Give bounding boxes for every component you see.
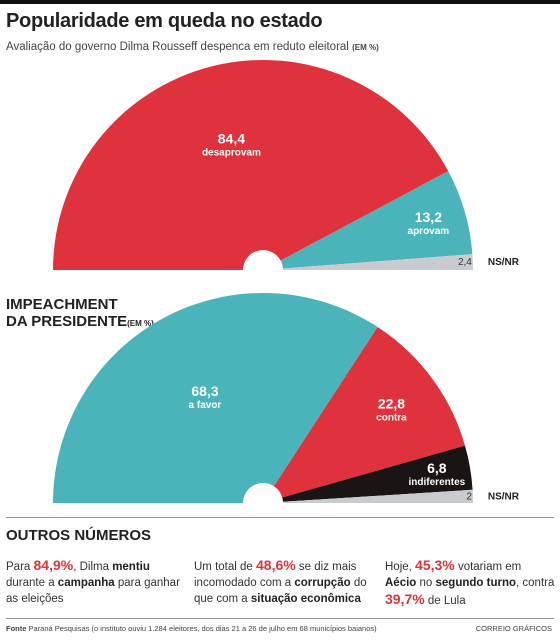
block1-value: 84,9% <box>33 557 74 573</box>
impeachment-unit: (EM %) <box>127 319 154 328</box>
impeachment-title-line1: IMPEACHMENT <box>6 296 118 313</box>
footer-divider <box>6 618 554 619</box>
page-subtitle: Avaliação do governo Dilma Rousseff desp… <box>6 41 379 53</box>
block1-bold-b: campanha <box>57 577 115 589</box>
block2-text-c: do que com a <box>194 577 367 605</box>
block3-text-e: de Lula <box>424 595 466 607</box>
block1-bold-a: mentiu <box>112 561 150 573</box>
slice-label-desaprovam: desaprovam <box>202 148 261 159</box>
block3-value-b: 39,7% <box>385 591 425 607</box>
footer-source: Fonte Paraná Pesquisas (o instituto ouvi… <box>6 624 377 633</box>
slice-label-indiferentes: indiferentes <box>409 477 466 488</box>
slice-label-nsnr: NS/NR <box>488 491 520 502</box>
slice-indiferentes <box>282 445 473 502</box>
block3-text-d: , contra <box>516 577 555 589</box>
impeachment-title-line2: DA PRESIDENTE <box>6 313 128 330</box>
block3-text-a: Hoje, <box>385 561 416 573</box>
slice-label-aprovam: aprovam <box>408 226 450 237</box>
slice-desaprovam <box>53 59 449 270</box>
impeachment-title: IMPEACHMENT DA PRESIDENTE(EM %) <box>6 296 154 332</box>
slice-value-indiferentes: 6,8 <box>427 460 447 476</box>
footer-credit: CORREIO GRÁFICOS <box>475 624 552 633</box>
section-divider <box>6 517 554 518</box>
outros-block-2: Um total de 48,6% se diz mais incomodado… <box>194 557 376 607</box>
footer-label: Fonte <box>6 624 27 633</box>
slice-value-nsnr: 2,4 <box>458 257 472 268</box>
block1-text-a: Para <box>6 561 34 573</box>
block3-text-b: votariam em <box>454 561 522 573</box>
slice-label-contra: contra <box>376 412 407 423</box>
slice-value-aprovam: 13,2 <box>415 209 442 225</box>
slice-afavor <box>53 292 378 503</box>
slice-label-nsnr: NS/NR <box>488 257 520 268</box>
outros-numeros-title: OUTROS NÚMEROS <box>6 527 152 544</box>
subtitle-text: Avaliação do governo Dilma Rousseff desp… <box>6 41 349 53</box>
block3-bold-b: segundo turno <box>435 577 517 589</box>
block3-bold-a: Aécio <box>385 577 417 589</box>
slice-value-nsnr: 2 <box>466 491 472 502</box>
slice-contra <box>273 327 466 498</box>
block2-text-a: Um total de <box>194 561 256 573</box>
slice-value-desaprovam: 84,4 <box>218 131 245 147</box>
outros-block-1: Para 84,9%, Dilma mentiu durante a campa… <box>6 557 181 607</box>
slice-aprovam <box>280 171 473 269</box>
block3-value-a: 45,3% <box>415 557 455 573</box>
page-title: Popularidade em queda no estado <box>6 10 323 32</box>
block1-text-d: para ganhar as eleições <box>6 577 180 605</box>
block2-text-b: se diz mais incomodado com a <box>194 561 357 589</box>
outros-block-3: Hoje, 45,3% votariam em Aécio no segundo… <box>385 557 555 609</box>
block1-text-b: , Dilma <box>73 561 113 573</box>
block2-bold-b: situação econômica <box>250 593 361 605</box>
footer-text: Paraná Pesquisas (o instituto ouviu 1.28… <box>28 624 377 633</box>
block2-value: 48,6% <box>256 557 296 573</box>
block1-text-c: durante a <box>6 577 58 589</box>
slice-nsnr <box>282 489 473 503</box>
subtitle-unit: (EM %) <box>352 43 379 52</box>
slice-label-afavor: a favor <box>189 400 222 411</box>
slice-nsnr <box>282 254 473 270</box>
slice-value-afavor: 68,3 <box>191 383 218 399</box>
block2-bold-a: corrupção <box>294 577 351 589</box>
slice-value-contra: 22,8 <box>378 395 405 411</box>
block3-text-c: no <box>416 577 436 589</box>
top-rule <box>0 0 560 4</box>
